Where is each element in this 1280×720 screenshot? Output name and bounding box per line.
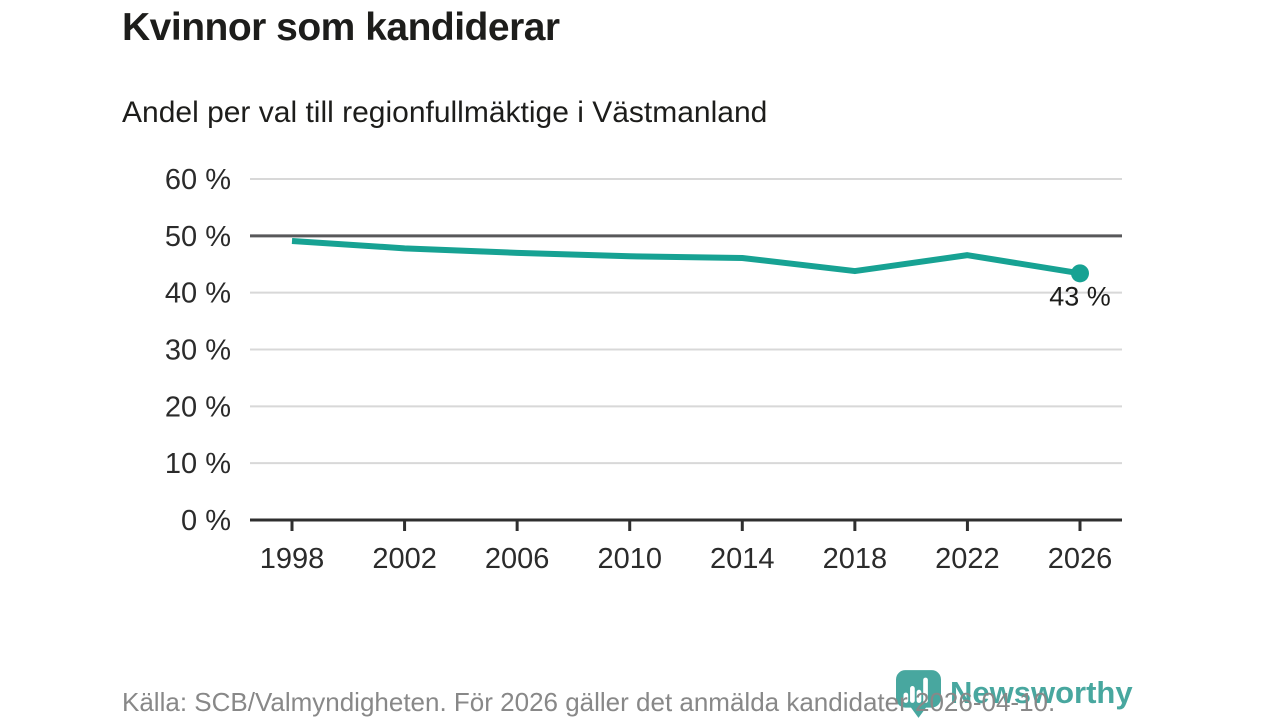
source-text: Källa: SCB/Valmyndigheten. För 2026 gäll… bbox=[122, 687, 1056, 717]
newsworthy-logo: Newsworthy bbox=[896, 670, 1133, 718]
y-axis-tick-label: 60 % bbox=[165, 164, 231, 196]
y-axis-tick-label: 40 % bbox=[165, 278, 231, 310]
x-axis-tick-label: 2022 bbox=[935, 543, 1000, 575]
x-axis-tick-label: 2010 bbox=[597, 543, 662, 575]
newsworthy-pin-barchart-icon bbox=[896, 670, 941, 718]
y-axis-tick-label: 20 % bbox=[165, 391, 231, 423]
x-axis-tick-label: 2006 bbox=[485, 543, 550, 575]
end-point-label: 43 % bbox=[1049, 281, 1111, 311]
x-axis-tick-label: 2014 bbox=[710, 543, 775, 575]
y-axis-tick-label: 10 % bbox=[165, 448, 231, 480]
y-axis-tick-label: 30 % bbox=[165, 335, 231, 367]
y-axis-tick-label: 0 % bbox=[181, 505, 231, 537]
data-line bbox=[291, 237, 1081, 277]
y-axis-tick-label: 50 % bbox=[165, 221, 231, 253]
page-title: Kvinnor som kandiderar bbox=[122, 6, 560, 49]
x-axis-tick-label: 2026 bbox=[1048, 543, 1113, 575]
end-point-dot bbox=[1071, 264, 1089, 283]
x-axis-tick-label: 2018 bbox=[823, 543, 888, 575]
x-axis-tick-label: 2002 bbox=[372, 543, 437, 575]
brand-name: Newsworthy bbox=[950, 675, 1133, 710]
chart-subtitle: Andel per val till regionfullmäktige i V… bbox=[122, 96, 768, 129]
x-axis-tick-label: 1998 bbox=[260, 543, 325, 575]
